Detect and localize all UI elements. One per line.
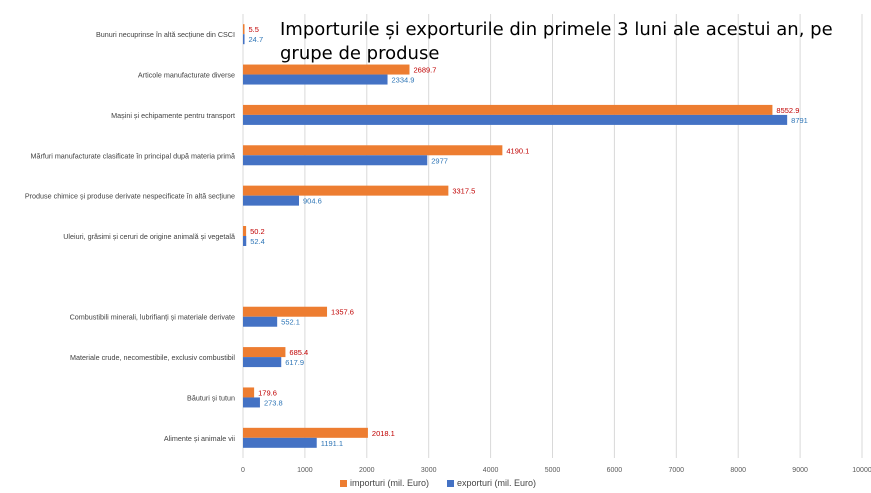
- category-label: Mărfuri manufacturate clasificate în pri…: [30, 151, 235, 160]
- legend-swatch-exports: [447, 479, 455, 487]
- import-bar: [243, 64, 410, 75]
- import-data-label: 2689.7: [413, 66, 436, 75]
- export-data-label: 2977: [431, 156, 448, 165]
- x-tick-label: 7000: [669, 467, 685, 474]
- x-tick-label: 3000: [421, 467, 437, 474]
- import-bar: [243, 24, 245, 35]
- export-bar: [243, 155, 428, 166]
- category-label: Combustibili minerali, lubrifianți și ma…: [70, 313, 235, 322]
- export-bar: [243, 316, 278, 327]
- import-data-label: 179.6: [258, 388, 277, 397]
- import-data-label: 1357.6: [331, 308, 354, 317]
- export-bar: [243, 236, 247, 246]
- category-label: Bunuri necuprinse în altă secțiune din C…: [96, 30, 235, 39]
- category-label: Mașini și echipamente pentru transport: [111, 111, 235, 120]
- export-data-label: 2334.9: [392, 76, 415, 85]
- import-data-label: 4190.1: [506, 146, 529, 155]
- legend-item-exports: exporturi (mil. Euro): [447, 478, 536, 488]
- export-data-label: 552.1: [281, 318, 300, 327]
- export-bar: [243, 195, 299, 206]
- export-bar: [243, 397, 260, 408]
- import-bar: [243, 387, 255, 398]
- x-tick-label: 1000: [297, 467, 313, 474]
- export-data-label: 273.8: [264, 398, 283, 407]
- import-bar: [243, 306, 328, 317]
- legend-swatch-imports: [340, 479, 347, 487]
- x-tick-label: 9000: [792, 467, 808, 474]
- import-bar: [243, 347, 286, 358]
- x-tick-label: 2000: [359, 467, 375, 474]
- import-bar: [243, 427, 368, 438]
- category-label: Materiale crude, necomestibile, exclusiv…: [70, 353, 235, 362]
- import-data-label: 50.2: [250, 227, 265, 236]
- x-tick-label: 4000: [483, 467, 499, 474]
- x-tick-label: 0: [241, 467, 245, 474]
- x-tick-label: 8000: [730, 467, 746, 474]
- x-tick-label: 10000: [852, 467, 871, 474]
- chart-title: Importurile și exporturile din primele 3…: [280, 19, 833, 64]
- import-bar: [243, 145, 503, 156]
- legend: importuri (mil. Euro) exporturi (mil. Eu…: [340, 478, 536, 488]
- export-bar: [243, 437, 317, 448]
- export-bar: [243, 357, 282, 368]
- legend-label-imports: importuri (mil. Euro): [350, 478, 430, 488]
- export-data-label: 1191.1: [321, 439, 343, 448]
- x-tick-label: 6000: [607, 467, 623, 474]
- export-bar: [243, 114, 788, 125]
- import-bar: [243, 226, 247, 236]
- category-label: Alimente și animale vii: [164, 434, 236, 443]
- category-label: Uleiuri, grăsimi și ceruri de origine an…: [63, 232, 235, 241]
- import-bar: [243, 104, 773, 115]
- import-bar: [243, 185, 449, 196]
- legend-label-exports: exporturi (mil. Euro): [457, 478, 537, 488]
- category-label: Produse chimice și produse derivate nesp…: [25, 192, 235, 201]
- category-label: Articole manufacturate diverse: [138, 71, 235, 80]
- export-data-label: 52.4: [250, 237, 265, 246]
- import-data-label: 5.5: [249, 25, 259, 34]
- export-bar: [243, 74, 388, 85]
- import-data-label: 685.4: [289, 348, 308, 357]
- export-data-label: 904.6: [303, 197, 322, 206]
- x-tick-label: 5000: [545, 467, 561, 474]
- export-bar: [243, 34, 245, 45]
- export-data-label: 24.7: [249, 35, 264, 44]
- import-data-label: 2018.1: [372, 429, 395, 438]
- category-label: Băuturi și tutun: [187, 393, 235, 402]
- legend-item-imports: importuri (mil. Euro): [340, 478, 429, 488]
- export-data-label: 617.9: [285, 358, 304, 367]
- export-data-label: 8791: [791, 116, 808, 125]
- import-data-label: 3317.5: [452, 187, 475, 196]
- import-data-label: 8552.9: [776, 106, 799, 115]
